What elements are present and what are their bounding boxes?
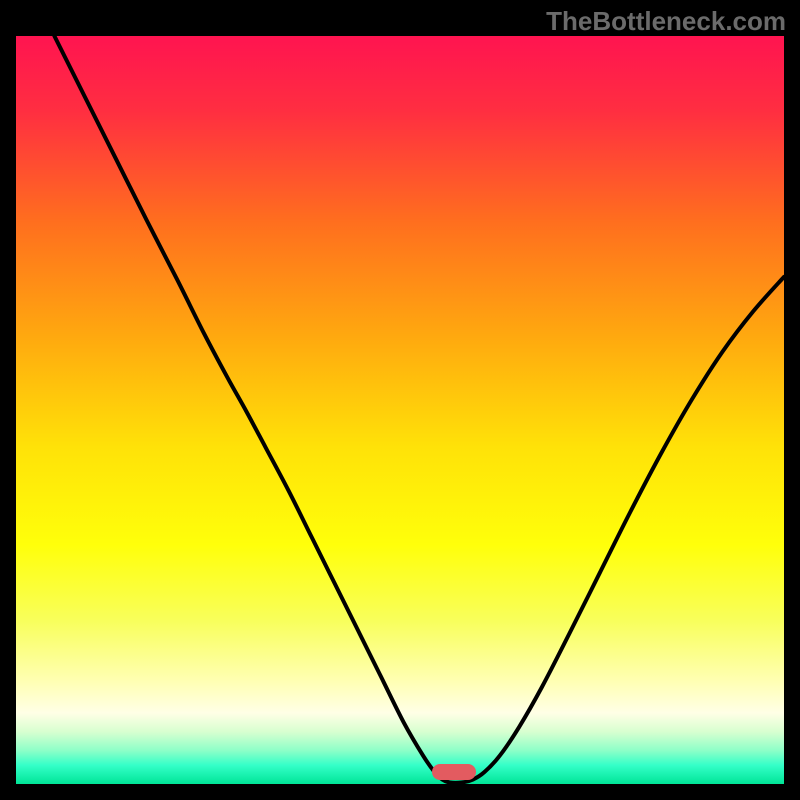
optimal-marker bbox=[432, 764, 476, 780]
chart-container: TheBottleneck.com bbox=[0, 0, 800, 800]
gradient-bg bbox=[16, 36, 784, 784]
watermark-text: TheBottleneck.com bbox=[546, 6, 786, 37]
plot-area bbox=[16, 36, 784, 784]
